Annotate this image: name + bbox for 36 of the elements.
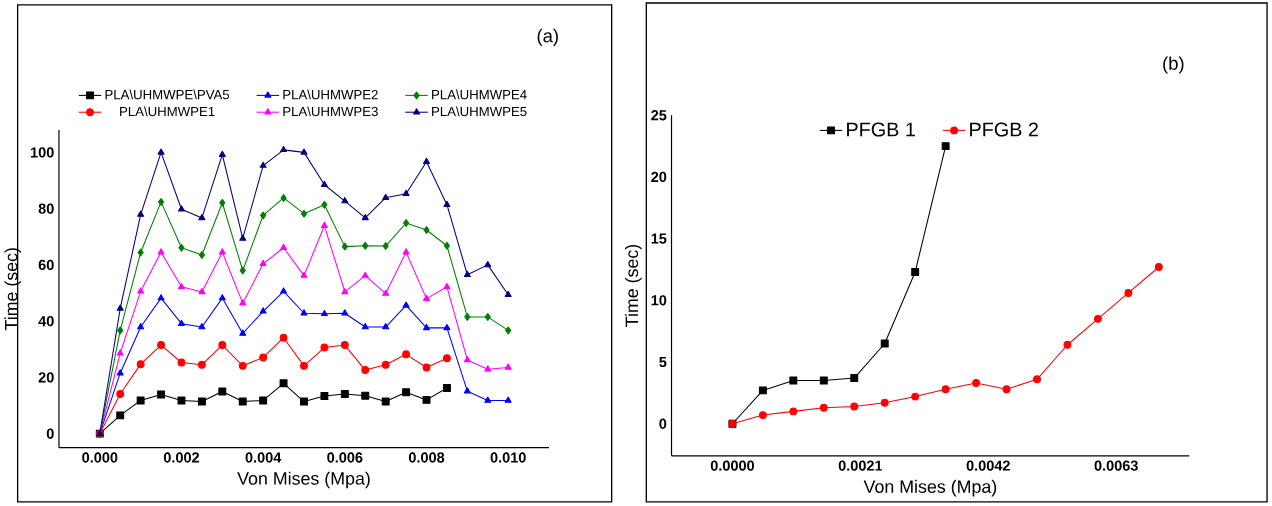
x-tick-label: 0.008 xyxy=(408,452,445,463)
y-tick-label: 25 xyxy=(651,110,667,121)
legend-label: PFGB 2 xyxy=(970,122,1038,137)
legend-label: PLA\UHMWPE5 xyxy=(432,106,527,117)
y-tick-label: 80 xyxy=(38,203,54,214)
legend-label: PLA\UHMWPE1 xyxy=(120,106,215,117)
legend-label: PLA\UHMWPE3 xyxy=(283,106,378,117)
x-tick-label: 0.0021 xyxy=(838,460,883,471)
x-tick-label: 0.010 xyxy=(490,452,526,463)
legend-label: PLA\UHMWPE\PVA5 xyxy=(105,89,230,100)
y-tick-label: 60 xyxy=(38,259,54,271)
text: (b) xyxy=(1163,56,1184,74)
y-tick-label: 5 xyxy=(659,357,667,368)
x-tick-label: 0.0000 xyxy=(710,460,755,471)
y-tick-label: 15 xyxy=(651,233,667,244)
x-tick-label: 0.000 xyxy=(82,452,118,463)
x-tick-label: 0.002 xyxy=(163,452,200,463)
x-axis-title: Von Mises (Mpa) xyxy=(237,471,370,489)
text: (a) xyxy=(537,28,558,47)
x-axis-title: Von Mises (Mpa) xyxy=(863,479,997,497)
y-tick-label: 40 xyxy=(38,316,54,327)
y-tick-label: 10 xyxy=(651,295,667,306)
y-tick-label: 20 xyxy=(38,372,54,383)
x-tick-label: 0.004 xyxy=(245,452,282,463)
y-tick-label: 0 xyxy=(659,418,667,429)
x-tick-label: 0.006 xyxy=(327,452,363,463)
y-axis-title: Time (sec) xyxy=(4,248,21,331)
y-tick-label: 100 xyxy=(30,147,54,158)
y-tick-label: 20 xyxy=(651,171,667,183)
x-tick-label: 0.0042 xyxy=(966,460,1010,471)
y-axis-title: Time (sec) xyxy=(625,244,642,327)
legend-label: PLA\UHMWPE2 xyxy=(283,89,378,100)
legend-label: PFGB 1 xyxy=(847,122,915,137)
y-tick-label: 0 xyxy=(46,428,54,439)
legend-label: PLA\UHMWPE4 xyxy=(432,89,527,100)
x-tick-label: 0.0063 xyxy=(1094,460,1138,471)
